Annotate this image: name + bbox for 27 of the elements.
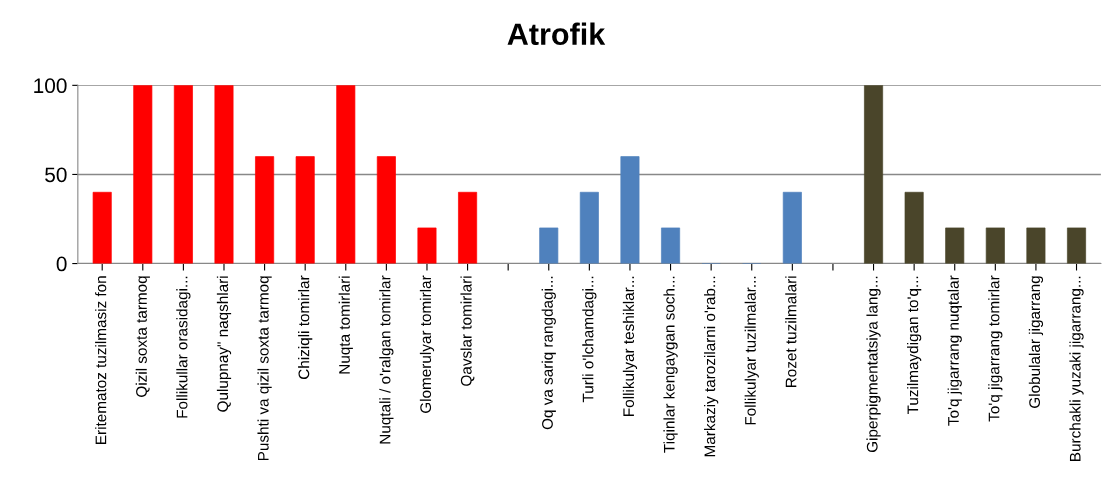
x-tick-label: Qavslar tomirlari [460, 276, 475, 386]
y-tick-label: 50 [45, 167, 67, 183]
x-tick-label: Follikulyar tuzilmalar... [744, 276, 759, 425]
x-tick-label: Giperpigmentatsiya lang... [866, 276, 881, 453]
x-tick-label: Turli o'lchamdagi... [582, 276, 597, 403]
x-tick-label: Pushti va qizil soxta tarmoq [257, 276, 272, 461]
x-tick-label: Oq va sariq rangdagi... [541, 276, 556, 430]
x-tick-label: Globulalar jigarrang [1028, 276, 1044, 408]
x-tick-label: Eritematoz tuzilmasiz fon [95, 276, 107, 444]
x-tick-label: Tiqinlar kengaygan soch... [663, 276, 678, 453]
x-tick-label: Chiziqli tomirlar [298, 275, 313, 379]
x-tick-label: To'q jigarrang tomirlar [988, 275, 1003, 422]
x-tick-label: Qulupnay" naqshlari [216, 276, 232, 412]
x-tick-label: Nuqta tomirlari [338, 276, 353, 374]
x-tick-label: Rozet tuzilmalari [785, 276, 797, 388]
x-tick-label: Qizil soxta tarmoq [135, 276, 150, 397]
x-tick-label: Burchakli yuzaki jigarrang... [1069, 276, 1084, 461]
x-tick-label: Tuzilmaydigan to'q... [907, 276, 922, 415]
chart-title: Atrofik [507, 22, 606, 46]
x-tick-label: To'q jigarrang nuqtalar [947, 275, 962, 426]
x-tick-label: Follikulyar teshiklar... [622, 276, 638, 416]
x-tick-label: Markaziy tarozilarni o'rab... [704, 276, 719, 457]
x-tick-label: Follikullar orasidagi... [176, 276, 191, 418]
y-tick-label: 0 [56, 256, 67, 272]
x-tick-label: Glomerulyar tomirlar [419, 275, 435, 413]
y-tick-label: 100 [34, 78, 67, 94]
x-tick-label: Nuqtali / o'ralgan tomirlar [379, 275, 394, 444]
